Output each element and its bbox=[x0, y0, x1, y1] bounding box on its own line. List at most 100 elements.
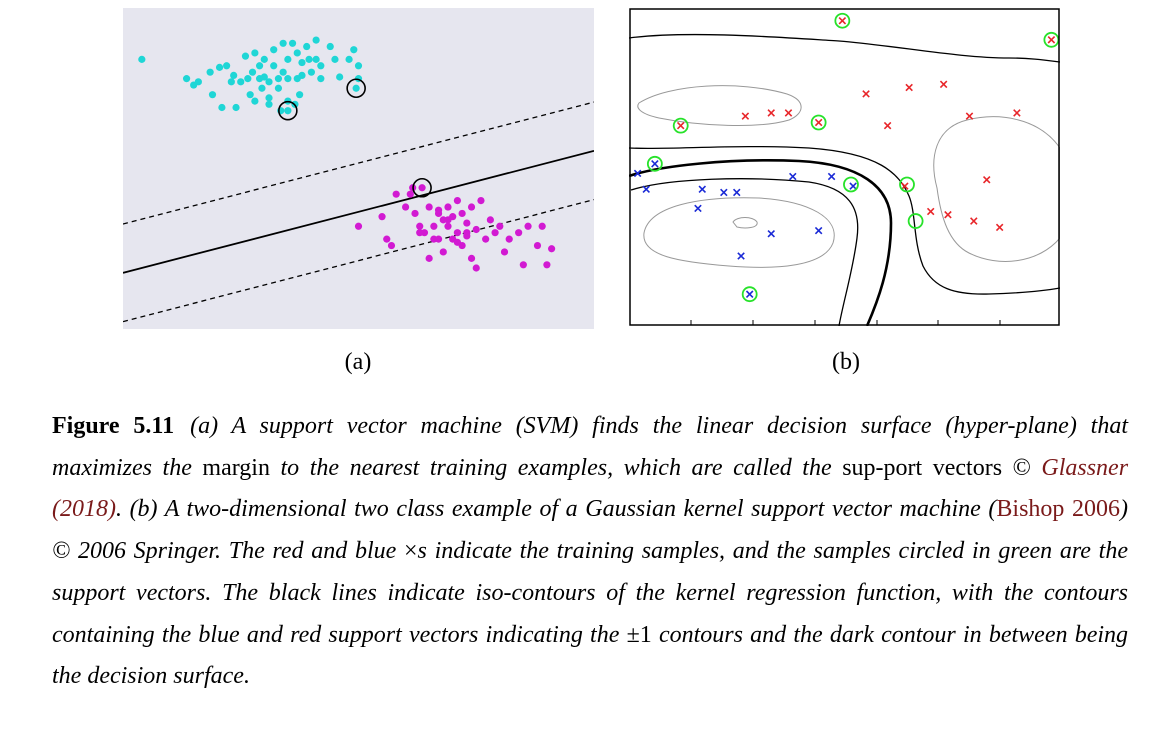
data-point-cyan bbox=[244, 75, 252, 83]
data-point-magenta bbox=[472, 264, 480, 272]
plus-minus-one: ±1 bbox=[626, 621, 652, 648]
caption-part: s indicate the training samples, and the… bbox=[52, 538, 1128, 648]
support-vector-circle bbox=[278, 100, 298, 121]
data-point-magenta bbox=[392, 190, 400, 198]
data-point-cyan bbox=[265, 94, 273, 102]
red-x-marker bbox=[970, 217, 978, 225]
caption-part: contours and the dark contour in between… bbox=[52, 621, 1129, 690]
caption-part: to the nearest training examples, which … bbox=[280, 454, 832, 481]
data-point-cyan bbox=[246, 91, 254, 99]
contour-top bbox=[629, 33, 1060, 63]
data-point-magenta bbox=[434, 235, 443, 243]
contour-minus-one bbox=[629, 145, 1060, 295]
support-vector-point bbox=[418, 184, 426, 192]
x-marker-stroke bbox=[838, 16, 847, 25]
data-point-magenta bbox=[463, 229, 471, 237]
data-point-cyan bbox=[138, 55, 146, 63]
x-marker-stroke bbox=[995, 223, 1004, 232]
data-point-cyan bbox=[182, 75, 191, 83]
blue-x-marker bbox=[849, 182, 857, 190]
red-x-marker bbox=[905, 83, 913, 92]
data-point-cyan bbox=[307, 68, 315, 76]
red-x-marker bbox=[838, 16, 847, 25]
panel-a-background bbox=[123, 8, 594, 329]
contour-faint-top-left bbox=[637, 85, 802, 127]
data-point-magenta bbox=[453, 238, 462, 246]
caption-part: . (b) A two-dimensional two class exampl… bbox=[115, 496, 997, 523]
support-vector-green-circle bbox=[907, 213, 924, 229]
support-vector-circle bbox=[412, 177, 432, 198]
data-point-magenta bbox=[434, 206, 443, 214]
data-point-cyan bbox=[312, 55, 320, 63]
data-point-magenta bbox=[439, 248, 447, 256]
support-vector-green-circle bbox=[741, 286, 758, 303]
data-point-cyan bbox=[317, 75, 325, 83]
data-point-magenta bbox=[378, 213, 386, 221]
blue-x-marker bbox=[789, 172, 797, 181]
data-point-magenta bbox=[524, 222, 532, 230]
data-point-cyan bbox=[215, 63, 224, 71]
red-x-marker bbox=[982, 175, 991, 184]
data-point-cyan bbox=[227, 78, 235, 86]
panel-b-frame bbox=[629, 8, 1060, 326]
data-point-cyan bbox=[326, 42, 334, 51]
blue-x-marker bbox=[698, 185, 707, 194]
data-point-cyan bbox=[350, 46, 358, 54]
figure-number: Figure 5.11 bbox=[52, 413, 175, 439]
data-point-magenta bbox=[496, 222, 504, 230]
data-point-cyan bbox=[260, 73, 268, 81]
data-point-magenta bbox=[486, 216, 494, 224]
data-point-magenta bbox=[453, 229, 462, 237]
data-point-magenta bbox=[416, 222, 424, 230]
margin-line-lower bbox=[123, 199, 594, 323]
blue-x-marker bbox=[732, 188, 741, 197]
contour-faint-center bbox=[732, 217, 758, 229]
red-x-marker bbox=[767, 109, 775, 117]
data-point-magenta bbox=[538, 222, 546, 230]
caption-part: (a) A support vector machine (SVM) finds… bbox=[52, 413, 1128, 481]
x-marker-stroke bbox=[737, 252, 745, 260]
red-x-marker bbox=[1047, 36, 1056, 44]
support-vector-point bbox=[284, 107, 292, 115]
red-x-marker bbox=[883, 121, 892, 130]
x-marker-stroke bbox=[784, 109, 793, 117]
x-marker-stroke bbox=[633, 169, 642, 178]
x-marker-stroke bbox=[926, 207, 935, 216]
data-point-magenta bbox=[500, 248, 509, 256]
x-marker-stroke bbox=[883, 121, 892, 130]
data-point-cyan bbox=[274, 84, 283, 92]
blue-x-marker bbox=[651, 160, 659, 168]
data-point-cyan bbox=[331, 55, 339, 63]
caption-part: ) © 2006 Springer. The red and blue bbox=[52, 496, 1128, 565]
data-point-magenta bbox=[491, 229, 499, 237]
red-x-marker bbox=[741, 112, 750, 120]
data-point-cyan bbox=[288, 39, 297, 47]
contour-faint-right bbox=[933, 116, 1060, 262]
citation-glassner[interactable]: Glassner (2018) bbox=[52, 454, 1129, 523]
data-point-cyan bbox=[284, 55, 292, 63]
x-marker-stroke bbox=[789, 172, 797, 181]
data-point-magenta bbox=[505, 235, 513, 243]
data-point-magenta bbox=[402, 203, 410, 211]
panel-label-b: (b) bbox=[832, 349, 860, 375]
data-point-cyan bbox=[251, 97, 259, 105]
figure-panel-b bbox=[629, 8, 1060, 326]
data-point-magenta bbox=[416, 229, 424, 237]
x-marker-stroke bbox=[694, 204, 702, 213]
support-vector-green-circle bbox=[672, 117, 689, 134]
support-vector-green-circle bbox=[843, 176, 859, 193]
citation-bishop[interactable]: Bishop 2006 bbox=[996, 496, 1120, 523]
data-point-magenta bbox=[458, 209, 466, 218]
data-point-magenta bbox=[467, 254, 476, 262]
red-x-marker bbox=[965, 112, 974, 120]
support-vector-green-circle bbox=[646, 155, 663, 172]
data-point-cyan bbox=[248, 68, 257, 76]
x-marker-stroke bbox=[1013, 109, 1021, 117]
data-point-magenta bbox=[425, 254, 433, 262]
data-point-cyan bbox=[279, 68, 287, 76]
blue-x-marker bbox=[767, 230, 775, 238]
x-marker-stroke bbox=[849, 182, 857, 190]
x-marker-stroke bbox=[901, 182, 909, 190]
red-x-marker bbox=[926, 207, 935, 216]
data-point-cyan bbox=[237, 78, 245, 86]
